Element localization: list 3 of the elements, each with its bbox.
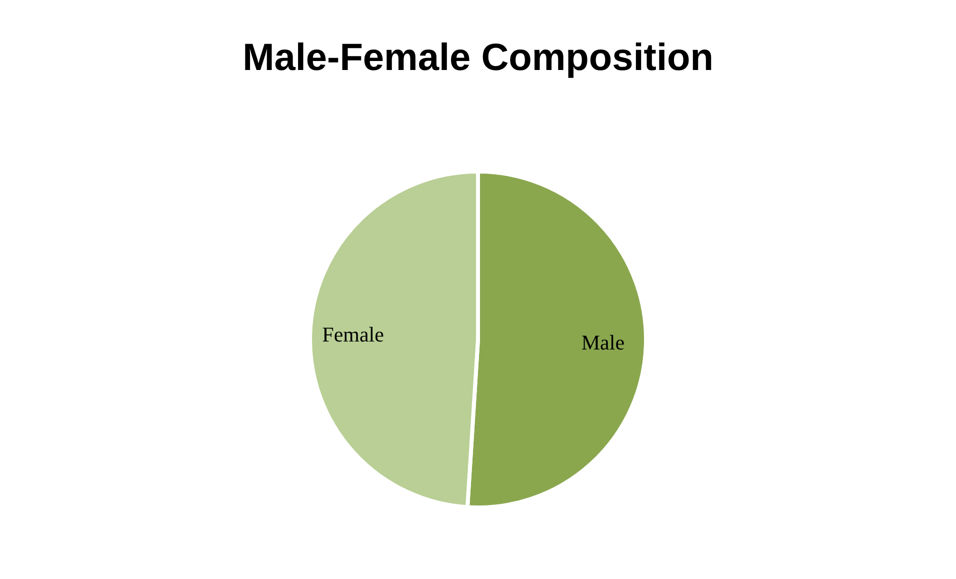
slice-label: Male [581, 330, 625, 354]
slice-label: Female [322, 322, 384, 347]
chart-title: Male-Female Composition [242, 37, 714, 79]
